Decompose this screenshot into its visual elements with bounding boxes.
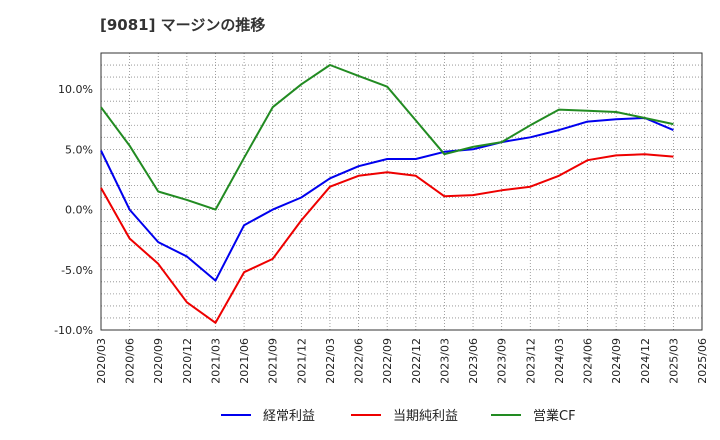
x-tick-label: 2022/09 (381, 338, 394, 384)
y-tick-label: -5.0% (61, 264, 93, 277)
y-tick-label: 0.0% (65, 204, 93, 217)
series-line-2 (100, 153, 674, 324)
x-tick-label: 2021/03 (209, 338, 222, 384)
x-tick-label: 2023/09 (496, 338, 509, 384)
plot-area (101, 53, 702, 330)
legend-label: 経常利益 (263, 409, 315, 424)
x-tick-label: 2025/03 (667, 338, 680, 384)
x-tick-label: 2020/12 (181, 338, 194, 384)
x-tick-label: 2024/03 (553, 338, 566, 384)
plot-border (100, 52, 703, 331)
x-tick-label: 2021/09 (267, 338, 280, 384)
y-tick-label: -10.0% (54, 324, 93, 337)
series-line-3 (100, 64, 674, 211)
y-tick-label: 10.0% (58, 83, 93, 96)
x-tick-label: 2023/12 (524, 338, 537, 384)
x-tick-label: 2022/12 (410, 338, 423, 384)
x-tick-label: 2024/06 (582, 338, 595, 384)
x-tick-label: 2022/06 (353, 338, 366, 384)
x-tick-label: 2024/12 (639, 338, 652, 384)
y-tick-label: 5.0% (65, 143, 93, 156)
x-tick-label: 2023/03 (438, 338, 451, 384)
x-tick-label: 2020/09 (152, 338, 165, 384)
legend-label: 当期純利益 (393, 409, 458, 424)
series-line-1 (100, 117, 674, 282)
legend-label: 営業CF (533, 408, 576, 424)
x-tick-label: 2021/12 (295, 338, 308, 384)
x-tick-label: 2023/06 (467, 338, 480, 384)
x-tick-label: 2025/06 (696, 338, 709, 384)
chart-title: [9081] マージンの推移 (100, 16, 266, 34)
x-tick-label: 2022/03 (324, 338, 337, 384)
x-tick-label: 2024/09 (610, 338, 623, 384)
x-tick-label: 2020/06 (124, 338, 137, 384)
x-tick-label: 2021/06 (238, 338, 251, 384)
x-tick-label: 2020/03 (95, 338, 108, 384)
